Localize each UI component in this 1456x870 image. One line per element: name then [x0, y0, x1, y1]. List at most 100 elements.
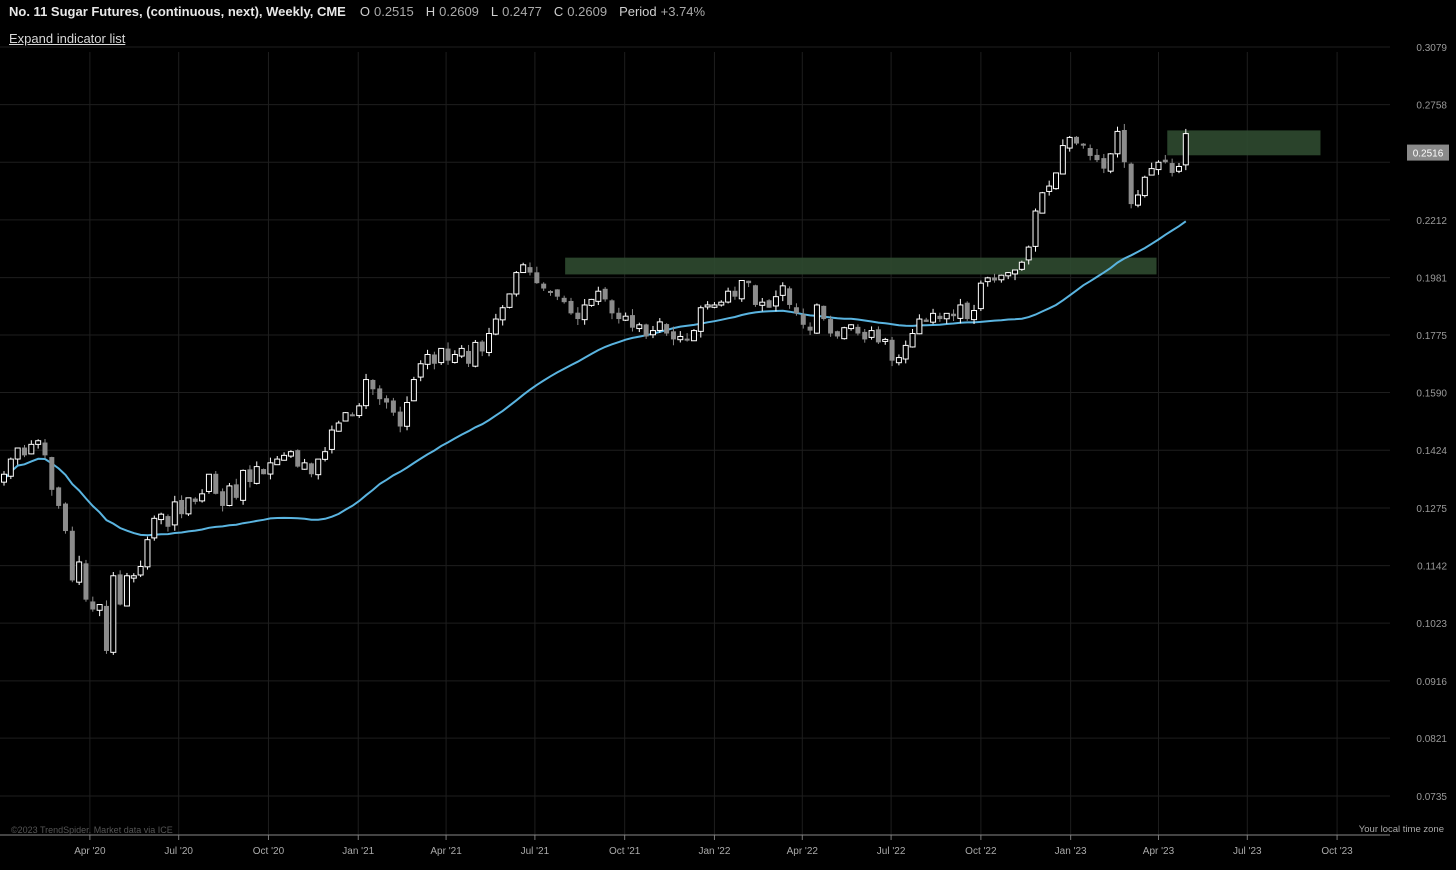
candle-body-up	[902, 344, 909, 360]
candle-body-down	[684, 338, 690, 341]
y-tick-label: 0.0735	[1416, 792, 1447, 803]
y-tick-label: 0.2758	[1416, 101, 1447, 112]
candle-body-down	[992, 277, 998, 281]
candle-body-up	[588, 298, 595, 306]
last-price-tag	[1407, 144, 1449, 161]
x-tick-label: Oct '21	[609, 846, 641, 857]
candle-body-up	[943, 312, 950, 320]
candle-body-up	[14, 447, 21, 460]
candle-body-down	[390, 400, 396, 413]
candle-body-up	[1005, 272, 1012, 277]
candle-body-down	[670, 331, 676, 340]
candle-body-up	[7, 458, 14, 477]
candle-body-down	[527, 267, 533, 273]
candle-body-down	[479, 341, 485, 352]
candle-body-up	[656, 321, 663, 331]
candle-body-down	[1101, 158, 1107, 169]
candle-body-down	[964, 302, 970, 320]
candle-body-down	[192, 498, 198, 502]
candle-body-down	[732, 290, 738, 297]
candle-body-down	[534, 272, 540, 284]
x-tick-label: Jan '22	[698, 846, 730, 857]
x-tick-label: Apr '23	[1143, 846, 1175, 857]
candle-body-up	[1148, 168, 1155, 176]
candle-body-up	[1039, 192, 1046, 214]
candle-body-up	[96, 604, 103, 611]
candle-body-up	[315, 458, 322, 476]
candle-body-down	[800, 314, 806, 325]
candle-body-down	[83, 563, 89, 600]
candle-body-up	[1032, 210, 1039, 247]
candle-body-down	[937, 315, 943, 320]
candle-body-up	[424, 354, 431, 365]
candle-body-down	[466, 350, 472, 364]
candle-body-up	[76, 561, 83, 583]
chart-header: No. 11 Sugar Futures, (continuous, next)…	[9, 4, 717, 19]
resistance-zone	[1167, 130, 1321, 156]
candle-body-up	[342, 412, 349, 422]
candle-body-down	[213, 473, 219, 494]
candle-body-down	[561, 297, 567, 303]
candle-body-up	[199, 493, 206, 502]
candle-body-up	[1, 473, 7, 483]
candle-body-down	[766, 300, 772, 308]
ohlc-open: O 0.2515	[359, 4, 414, 19]
candle-body-up	[882, 338, 889, 342]
candle-body-up	[506, 293, 513, 308]
candle-body-down	[1074, 136, 1080, 144]
candle-body-down	[377, 388, 383, 400]
ohlc-high: H 0.2609	[425, 4, 479, 19]
candle-body-up	[281, 454, 288, 461]
y-tick-label: 0.0821	[1416, 734, 1447, 745]
candle-body-up	[1155, 161, 1162, 171]
y-tick-label: 0.1023	[1416, 619, 1447, 630]
candle-body-down	[862, 331, 868, 340]
candle-body-up	[287, 451, 294, 457]
candle-body-down	[42, 442, 48, 456]
ohlc-low: L 0.2477	[490, 4, 542, 19]
candle-body-down	[793, 307, 799, 314]
candle-body-up	[895, 357, 902, 364]
candle-body-down	[575, 312, 581, 320]
candle-body-up	[704, 304, 711, 308]
candle-body-up	[472, 341, 479, 367]
candle-body-up	[499, 307, 506, 321]
candle-body-down	[609, 300, 615, 314]
x-tick-label: Jul '21	[521, 846, 550, 857]
candle-body-up	[1018, 261, 1025, 270]
candle-body-up	[984, 277, 991, 283]
candle-body-up	[697, 307, 704, 332]
ohlc-close: C 0.2609	[553, 4, 608, 19]
candle-body-up	[35, 440, 42, 445]
instrument-title: No. 11 Sugar Futures, (continuous, next)…	[9, 4, 346, 19]
candle-body-down	[951, 313, 957, 317]
candle-body-up	[301, 462, 308, 470]
candle-body-up	[1141, 176, 1148, 197]
expand-indicator-list-link[interactable]: Expand indicator list	[9, 31, 126, 46]
candle-body-down	[875, 329, 881, 343]
candle-body-up	[492, 318, 499, 335]
x-tick-label: Jul '20	[164, 846, 193, 857]
candle-body-up	[636, 324, 643, 330]
candle-body-up	[595, 290, 602, 302]
y-tick-label: 0.1424	[1416, 446, 1447, 457]
candle-body-down	[220, 491, 226, 506]
candle-body-down	[1162, 159, 1168, 163]
candle-body-down	[233, 484, 239, 498]
candle-body-up	[205, 473, 212, 492]
candle-body-up	[971, 310, 978, 321]
candle-body-up	[151, 517, 158, 539]
candle-body-down	[923, 319, 929, 322]
candle-body-up	[690, 330, 697, 342]
timezone-label[interactable]: Your local time zone	[1358, 824, 1444, 835]
candle-body-up	[513, 272, 520, 295]
candle-body-up	[868, 330, 875, 338]
candle-body-down	[1128, 163, 1134, 205]
candle-body-up	[240, 469, 247, 501]
candle-body-up	[725, 290, 732, 303]
candle-body-up	[28, 443, 35, 455]
candle-body-up	[322, 451, 329, 460]
candle-body-up	[486, 333, 493, 353]
candle-body-down	[807, 326, 813, 331]
